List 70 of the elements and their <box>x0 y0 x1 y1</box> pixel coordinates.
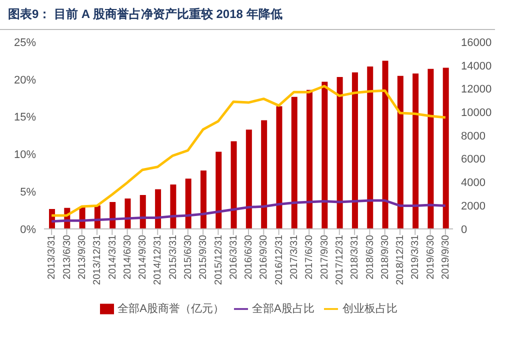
x-tick-label: 2016/3/31 <box>228 234 240 280</box>
bar <box>382 60 388 229</box>
x-tick-label: 2018/3/31 <box>350 234 361 280</box>
bar <box>412 74 419 229</box>
y-tick-label: 0% <box>20 224 36 236</box>
y2-tick-label: 2000 <box>461 200 486 212</box>
y2-tick-label: 10000 <box>461 106 492 119</box>
x-tick-label: 2016/12/31 <box>274 234 285 285</box>
bar <box>276 106 282 229</box>
x-tick-label: 2014/12/31 <box>152 234 164 285</box>
y2-tick-label: 12000 <box>461 84 492 96</box>
bar <box>306 90 313 229</box>
legend-label: 创业板占比 <box>342 302 398 315</box>
bar <box>442 68 449 229</box>
x-tick-label: 2014/3/31 <box>107 234 118 280</box>
x-tick-label: 2017/12/31 <box>334 234 346 285</box>
chart-title: 图表9： 目前 A 股商誉占净资产比重较 2018 年降低 <box>0 0 495 30</box>
y-tick-label: 25% <box>14 36 36 49</box>
bar <box>428 68 434 229</box>
x-tick-label: 2014/6/30 <box>122 234 134 280</box>
x-tick-label: 2017/6/30 <box>304 234 316 280</box>
bar <box>200 170 206 229</box>
bar <box>230 141 237 229</box>
y-tick-label: 20% <box>14 74 36 86</box>
x-tick-label: 2018/6/30 <box>364 234 376 280</box>
legend-label: 全部A股商誉（亿元） <box>118 302 224 315</box>
x-tick-label: 2017/9/30 <box>319 234 330 280</box>
x-tick-label: 2019/6/30 <box>425 234 436 280</box>
bar <box>261 120 268 229</box>
x-tick-label: 2013/12/31 <box>92 234 104 285</box>
y-tick-label: 10% <box>14 149 36 162</box>
x-tick-label: 2013/9/30 <box>76 234 88 280</box>
bar <box>397 76 404 229</box>
y2-tick-label: 0 <box>461 224 468 236</box>
y2-tick-label: 14000 <box>461 60 492 72</box>
bar <box>124 198 131 229</box>
y2-tick-label: 16000 <box>461 36 492 49</box>
x-tick-label: 2015/6/30 <box>183 234 194 280</box>
y2-tick-label: 8000 <box>461 130 486 142</box>
bar <box>185 178 192 229</box>
bar <box>322 82 328 229</box>
bar <box>291 96 298 229</box>
x-tick-label: 2015/3/31 <box>168 234 179 280</box>
legend-label: 全部A股占比 <box>252 302 314 315</box>
x-tick-label: 2019/9/30 <box>440 234 452 280</box>
y-tick-label: 15% <box>14 112 36 124</box>
bar <box>155 189 162 229</box>
line-series <box>50 84 447 217</box>
y2-tick-label: 6000 <box>461 154 486 166</box>
x-tick-label: 2016/6/30 <box>244 234 255 280</box>
bar <box>352 72 358 229</box>
x-tick-label: 2014/9/30 <box>138 234 149 280</box>
x-tick-label: 2019/3/31 <box>410 234 422 280</box>
line-series <box>50 199 447 223</box>
x-tick-label: 2018/12/31 <box>395 234 406 285</box>
x-tick-label: 2018/9/30 <box>380 234 391 280</box>
bar <box>216 152 222 229</box>
x-tick-label: 2017/3/31 <box>289 234 300 280</box>
x-tick-label: 2015/12/31 <box>213 234 224 285</box>
x-tick-label: 2013/3/31 <box>46 234 58 280</box>
x-tick-label: 2016/9/30 <box>258 234 270 280</box>
bar <box>367 66 374 229</box>
bar <box>336 77 343 229</box>
bar <box>170 184 176 229</box>
x-tick-label: 2015/9/30 <box>198 234 210 280</box>
bar <box>246 130 252 229</box>
y2-tick-label: 4000 <box>461 177 486 190</box>
bar <box>140 195 146 229</box>
y-tick-label: 5% <box>20 186 36 198</box>
x-tick-label: 2013/6/30 <box>62 234 73 280</box>
